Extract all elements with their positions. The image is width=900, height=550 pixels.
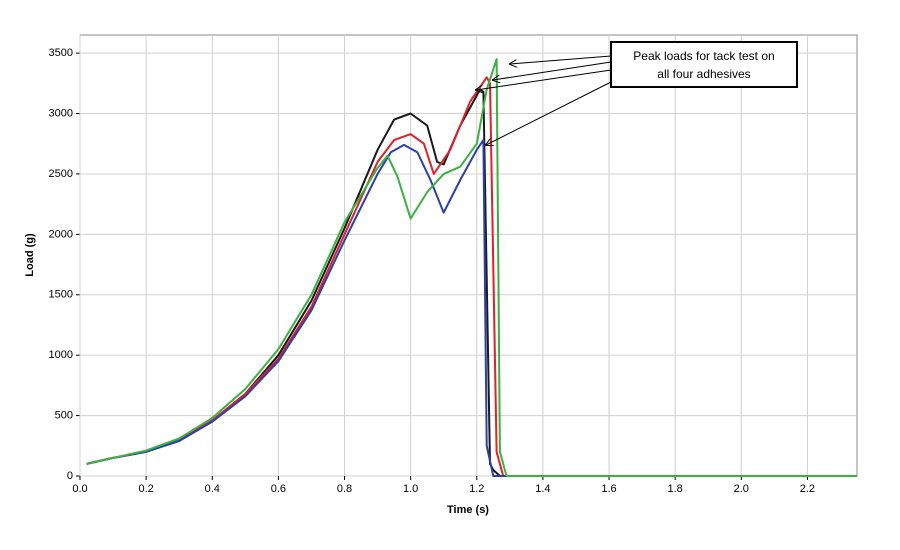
x-tick-label: 1.4 — [535, 483, 550, 495]
x-tick-label: 0.8 — [337, 483, 352, 495]
arrow — [510, 55, 612, 64]
series-line — [86, 58, 857, 477]
annotation: all four adhesives — [657, 67, 750, 81]
y-tick-label: 3000 — [49, 107, 73, 119]
annotation-box — [610, 41, 798, 88]
annotation-arrows — [476, 55, 612, 145]
x-tick-label: 0.6 — [271, 483, 286, 495]
annotation: Peak loads for tack test on — [633, 49, 774, 63]
y-tick-label: 2500 — [49, 168, 73, 180]
x-tick-label: 0.2 — [138, 483, 153, 495]
x-tick-label: 0.0 — [72, 483, 87, 495]
y-tick-label: 3500 — [49, 47, 73, 59]
x-tick-label: 1.2 — [469, 483, 484, 495]
x-tick-label: 1.8 — [668, 483, 683, 495]
plot-area — [79, 34, 858, 477]
y-tick-label: 0 — [67, 470, 73, 482]
y-tick-label: 2000 — [49, 228, 73, 240]
grid — [76, 35, 857, 480]
x-tick-label: 2.0 — [734, 483, 749, 495]
arrow — [486, 81, 612, 145]
y-tick-label: 1000 — [49, 349, 73, 361]
lines — [86, 58, 857, 477]
x-tick-label: 1.0 — [403, 483, 418, 495]
x-tick-label: 0.4 — [205, 483, 220, 495]
y-tick-label: 1500 — [49, 289, 73, 301]
arrow — [476, 69, 612, 90]
y-axis-title: Load (g) — [24, 233, 36, 277]
x-tick-label: 2.2 — [800, 483, 815, 495]
x-tick-label: 1.6 — [601, 483, 616, 495]
arrow — [493, 61, 612, 80]
x-axis-title: Time (s) — [447, 504, 489, 516]
y-tick-label: 500 — [55, 409, 73, 421]
